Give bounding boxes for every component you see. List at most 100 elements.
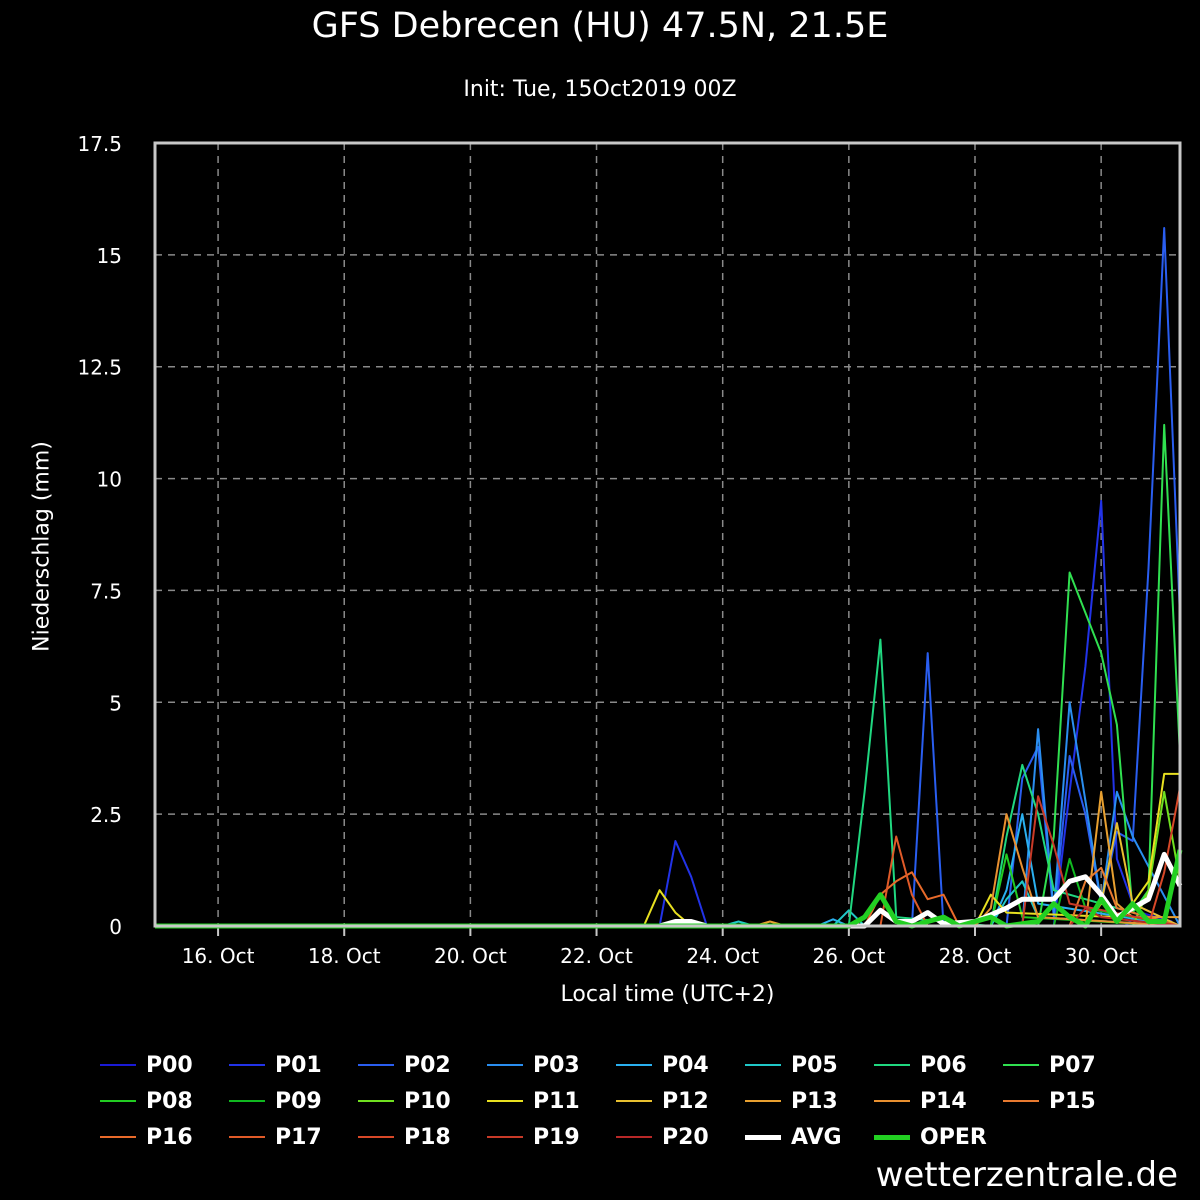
legend-swatch xyxy=(616,1064,652,1066)
legend-item-p06[interactable]: P06 xyxy=(874,1052,1003,1078)
series-line-p13 xyxy=(155,790,1180,927)
legend-item-avg[interactable]: AVG xyxy=(745,1124,874,1150)
legend-item-p01[interactable]: P01 xyxy=(229,1052,358,1078)
y-tick-label: 17.5 xyxy=(77,132,122,156)
legend-item-p14[interactable]: P14 xyxy=(874,1088,1003,1114)
y-tick-label: 10 xyxy=(97,468,122,492)
legend-swatch xyxy=(874,1134,910,1140)
legend-label: P05 xyxy=(791,1052,838,1078)
legend-label: P06 xyxy=(920,1052,967,1078)
y-tick-label: 5 xyxy=(109,691,122,715)
legend-swatch xyxy=(487,1136,523,1138)
legend-label: P16 xyxy=(146,1124,193,1150)
series-line-p07 xyxy=(155,423,1181,927)
legend-label: P00 xyxy=(146,1052,193,1078)
legend-label: P04 xyxy=(662,1052,709,1078)
legend-swatch xyxy=(1003,1064,1039,1066)
legend-item-p07[interactable]: P07 xyxy=(1003,1052,1132,1078)
legend-item-oper[interactable]: OPER xyxy=(874,1124,1003,1150)
series-line-p02 xyxy=(155,227,1181,927)
legend-swatch xyxy=(745,1134,781,1140)
legend-label: P03 xyxy=(533,1052,580,1078)
legend-swatch xyxy=(487,1100,523,1102)
series-line-p11 xyxy=(155,772,1180,927)
legend-label: P09 xyxy=(275,1088,322,1114)
legend-item-p04[interactable]: P04 xyxy=(616,1052,745,1078)
legend-label: P13 xyxy=(791,1088,838,1114)
legend-label: OPER xyxy=(920,1124,987,1150)
legend-label: P20 xyxy=(662,1124,709,1150)
legend-swatch xyxy=(1003,1100,1039,1102)
legend-item-p12[interactable]: P12 xyxy=(616,1088,745,1114)
legend-item-p17[interactable]: P17 xyxy=(229,1124,358,1150)
legend-label: P15 xyxy=(1049,1088,1096,1114)
legend-item-p02[interactable]: P02 xyxy=(358,1052,487,1078)
legend-label: P11 xyxy=(533,1088,580,1114)
legend-label: P10 xyxy=(404,1088,451,1114)
legend-swatch xyxy=(745,1100,781,1102)
legend-item-p11[interactable]: P11 xyxy=(487,1088,616,1114)
x-axis-label: Local time (UTC+2) xyxy=(560,982,775,1007)
series-lines xyxy=(155,227,1183,929)
legend-item-p18[interactable]: P18 xyxy=(358,1124,487,1150)
legend-label: AVG xyxy=(791,1124,842,1150)
legend-swatch xyxy=(100,1100,136,1102)
legend-item-p09[interactable]: P09 xyxy=(229,1088,358,1114)
legend-label: P12 xyxy=(662,1088,709,1114)
legend-item-p16[interactable]: P16 xyxy=(100,1124,229,1150)
legend-swatch xyxy=(358,1136,394,1138)
legend-swatch xyxy=(229,1100,265,1102)
y-axis-label: Niederschlag (mm) xyxy=(29,441,55,652)
legend-item-p10[interactable]: P10 xyxy=(358,1088,487,1114)
legend-swatch xyxy=(358,1100,394,1102)
series-line-p18 xyxy=(155,787,1181,927)
x-tick-label: 30. Oct xyxy=(1065,944,1138,968)
y-tick-label: 0 xyxy=(109,915,122,939)
x-tick-label: 16. Oct xyxy=(182,944,255,968)
legend-item-p03[interactable]: P03 xyxy=(487,1052,616,1078)
axes: 0 2.5 5 7.5 10 12.5 15 17.5 16. Oct 18. Oct 20. Oc… xyxy=(77,132,1137,968)
legend-swatch xyxy=(616,1136,652,1138)
legend-item-p08[interactable]: P08 xyxy=(100,1088,229,1114)
legend-item-p05[interactable]: P05 xyxy=(745,1052,874,1078)
watermark: wetterzentrale.de xyxy=(875,1155,1178,1195)
chart-title: GFS Debrecen (HU) 47.5N, 21.5E xyxy=(311,6,889,46)
legend-item-p19[interactable]: P19 xyxy=(487,1124,616,1150)
legend-item-p13[interactable]: P13 xyxy=(745,1088,874,1114)
legend-item-p20[interactable]: P20 xyxy=(616,1124,745,1150)
legend-swatch xyxy=(874,1100,910,1102)
legend-label: P07 xyxy=(1049,1052,1096,1078)
legend-label: P02 xyxy=(404,1052,451,1078)
series-line-p19 xyxy=(155,795,1181,927)
legend-label: P17 xyxy=(275,1124,322,1150)
legend-label: P08 xyxy=(146,1088,193,1114)
series-line-p05 xyxy=(155,880,1181,927)
legend-item-p00[interactable]: P00 xyxy=(100,1052,229,1078)
legend-label: P01 xyxy=(275,1052,322,1078)
chart-subtitle: Init: Tue, 15Oct2019 00Z xyxy=(463,77,737,102)
y-tick-label: 15 xyxy=(97,244,122,268)
series-line-p16 xyxy=(155,871,1180,927)
grid xyxy=(155,143,1180,926)
legend-swatch xyxy=(874,1064,910,1066)
series-line-p10 xyxy=(155,790,1181,927)
legend-swatch xyxy=(100,1064,136,1066)
legend-swatch xyxy=(745,1064,781,1066)
legend-swatch xyxy=(487,1064,523,1066)
series-line-p01 xyxy=(155,499,1181,927)
plot-frame xyxy=(153,141,1182,928)
series-line-oper xyxy=(155,849,1183,929)
x-tick-label: 20. Oct xyxy=(434,944,507,968)
x-tick-label: 28. Oct xyxy=(939,944,1012,968)
legend-swatch xyxy=(100,1136,136,1138)
legend-item-p15[interactable]: P15 xyxy=(1003,1088,1132,1114)
y-tick-label: 12.5 xyxy=(77,356,122,380)
x-tick-label: 26. Oct xyxy=(812,944,885,968)
y-tick-label: 7.5 xyxy=(90,579,122,603)
legend-swatch xyxy=(616,1100,652,1102)
x-tick-label: 18. Oct xyxy=(308,944,381,968)
legend: P00 P01 P02 P03 P04 P05 P06 P07 P08 P09 P10 P11 P12 P… xyxy=(100,1052,1140,1150)
legend-label: P18 xyxy=(404,1124,451,1150)
legend-swatch xyxy=(358,1064,394,1066)
